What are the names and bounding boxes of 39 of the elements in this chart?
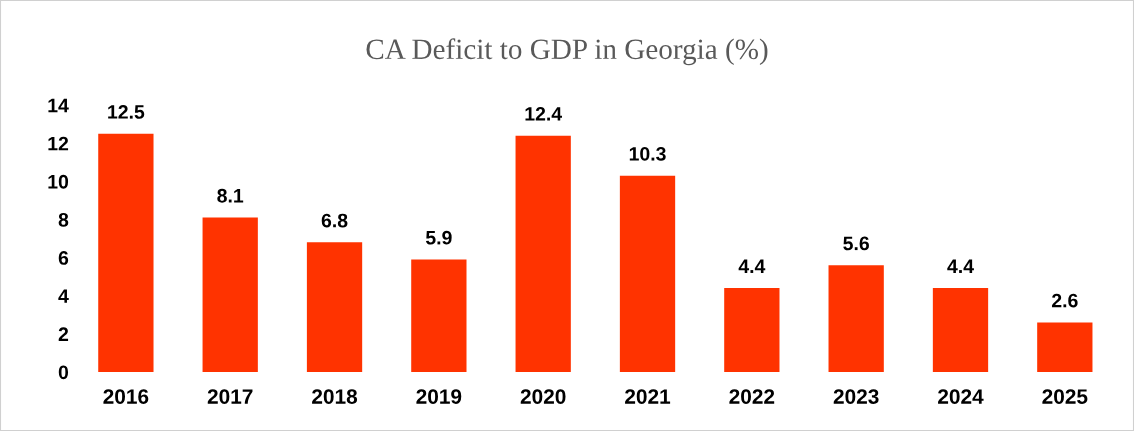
x-tick-label: 2016 (103, 389, 149, 404)
y-tick-label: 2 (58, 327, 69, 341)
x-tick-label: 2024 (938, 389, 984, 404)
x-tick-label: 2023 (833, 389, 879, 404)
bar (411, 259, 467, 372)
y-tick-label: 0 (58, 365, 69, 380)
x-tick-label: 2017 (207, 389, 253, 404)
bar (202, 217, 258, 372)
data-label: 10.3 (629, 146, 666, 161)
bar (932, 288, 989, 372)
data-label: 2.6 (1051, 293, 1078, 308)
data-label: 12.4 (525, 106, 563, 121)
bar (515, 135, 571, 372)
y-tick-label: 10 (48, 174, 69, 189)
x-tick-label: 2025 (1042, 389, 1088, 404)
y-tick-label: 12 (48, 136, 69, 151)
bar (724, 288, 780, 372)
y-tick-label: 8 (58, 212, 69, 227)
data-label: 8.1 (217, 188, 244, 203)
bar (306, 242, 363, 372)
data-label: 4.4 (738, 259, 766, 273)
chart-title: CA Deficit to GDP in Georgia (%) (366, 38, 768, 66)
x-tick-label: 2021 (625, 389, 671, 404)
data-label: 5.6 (843, 236, 869, 251)
data-label: 4.4 (947, 259, 974, 273)
y-tick-label: 6 (58, 251, 69, 265)
bar (828, 265, 884, 372)
bar (619, 175, 676, 372)
bar (98, 133, 154, 372)
x-tick-label: 2019 (416, 389, 462, 404)
data-label: 6.8 (321, 213, 348, 228)
bar (1037, 322, 1093, 372)
y-tick-label: 4 (58, 289, 69, 303)
x-tick-label: 2018 (312, 389, 358, 404)
data-label: 12.5 (108, 105, 145, 119)
y-tick-label: 14 (48, 98, 69, 113)
x-tick-label: 2022 (729, 389, 775, 404)
x-tick-label: 2020 (520, 389, 566, 404)
data-label: 5.9 (425, 230, 452, 245)
